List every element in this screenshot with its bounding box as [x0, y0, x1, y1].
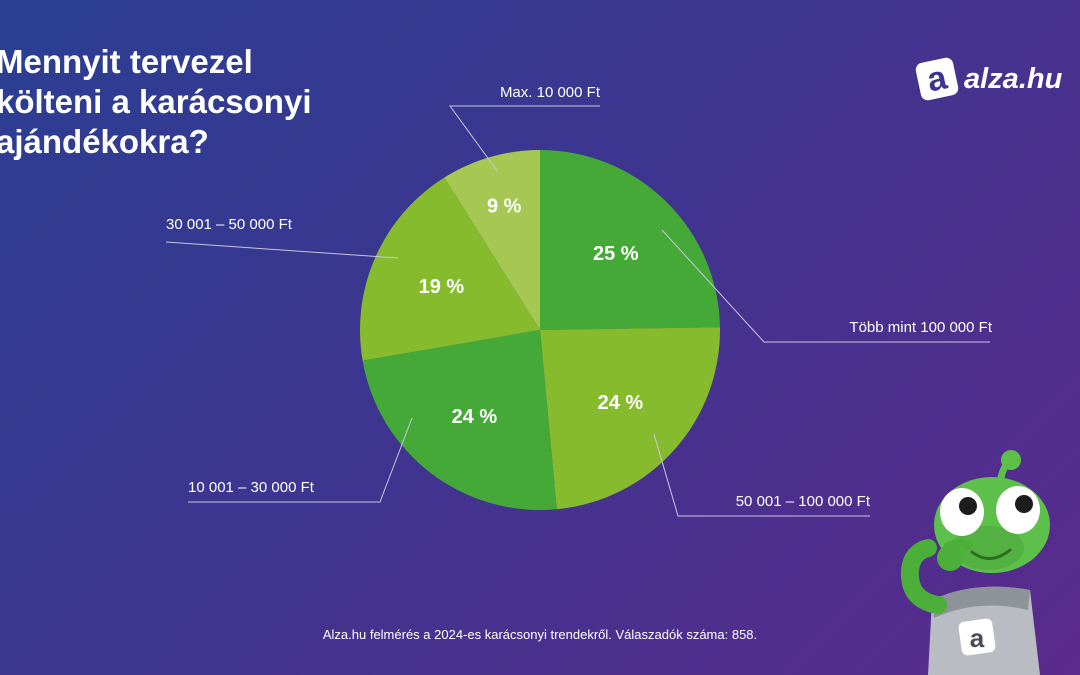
category-label-3: 10 001 – 30 000 Ft	[188, 479, 315, 496]
leader-line-4	[165, 241, 399, 259]
chart-title-line-3: ajándékokra?	[0, 123, 209, 160]
pie-value-label-3: 24 %	[452, 406, 498, 428]
pie-slice-4	[359, 177, 540, 361]
category-label-4: 30 001 – 50 000 Ft	[166, 216, 293, 233]
pie-value-label-4: 19 %	[419, 276, 465, 298]
pie-slice-1	[540, 150, 720, 330]
pie-slice-2	[540, 327, 720, 510]
alza-logo: a alza.hu	[914, 56, 1063, 102]
category-label-1: Több mint 100 000 Ft	[849, 319, 992, 336]
alza-logo-text: alza.hu	[964, 62, 1063, 95]
chart-title: Mennyit tervezel költeni a karácsonyi aj…	[0, 42, 326, 162]
category-label-2: 50 001 – 100 000 Ft	[736, 493, 871, 510]
pie-slice-5	[444, 150, 540, 330]
alien-mascot-icon: a	[900, 450, 1050, 675]
mascot-badge-letter: a	[970, 623, 985, 653]
leader-line-1	[661, 229, 990, 343]
leader-line-3	[188, 417, 413, 503]
leader-line-2	[653, 433, 870, 517]
pie-value-label-1: 25 %	[593, 243, 639, 265]
chart-title-line-2: költeni a karácsonyi	[0, 83, 312, 120]
chart-title-line-1: Mennyit tervezel	[0, 43, 253, 80]
survey-footnote: Alza.hu felmérés a 2024-es karácsonyi tr…	[322, 627, 758, 642]
pie-value-label-2: 24 %	[598, 392, 644, 414]
pie-slice-3	[362, 330, 557, 510]
category-label-5: Max. 10 000 Ft	[500, 84, 601, 101]
pie-value-label-5: 9 %	[487, 195, 522, 217]
leader-line-5	[449, 105, 600, 173]
